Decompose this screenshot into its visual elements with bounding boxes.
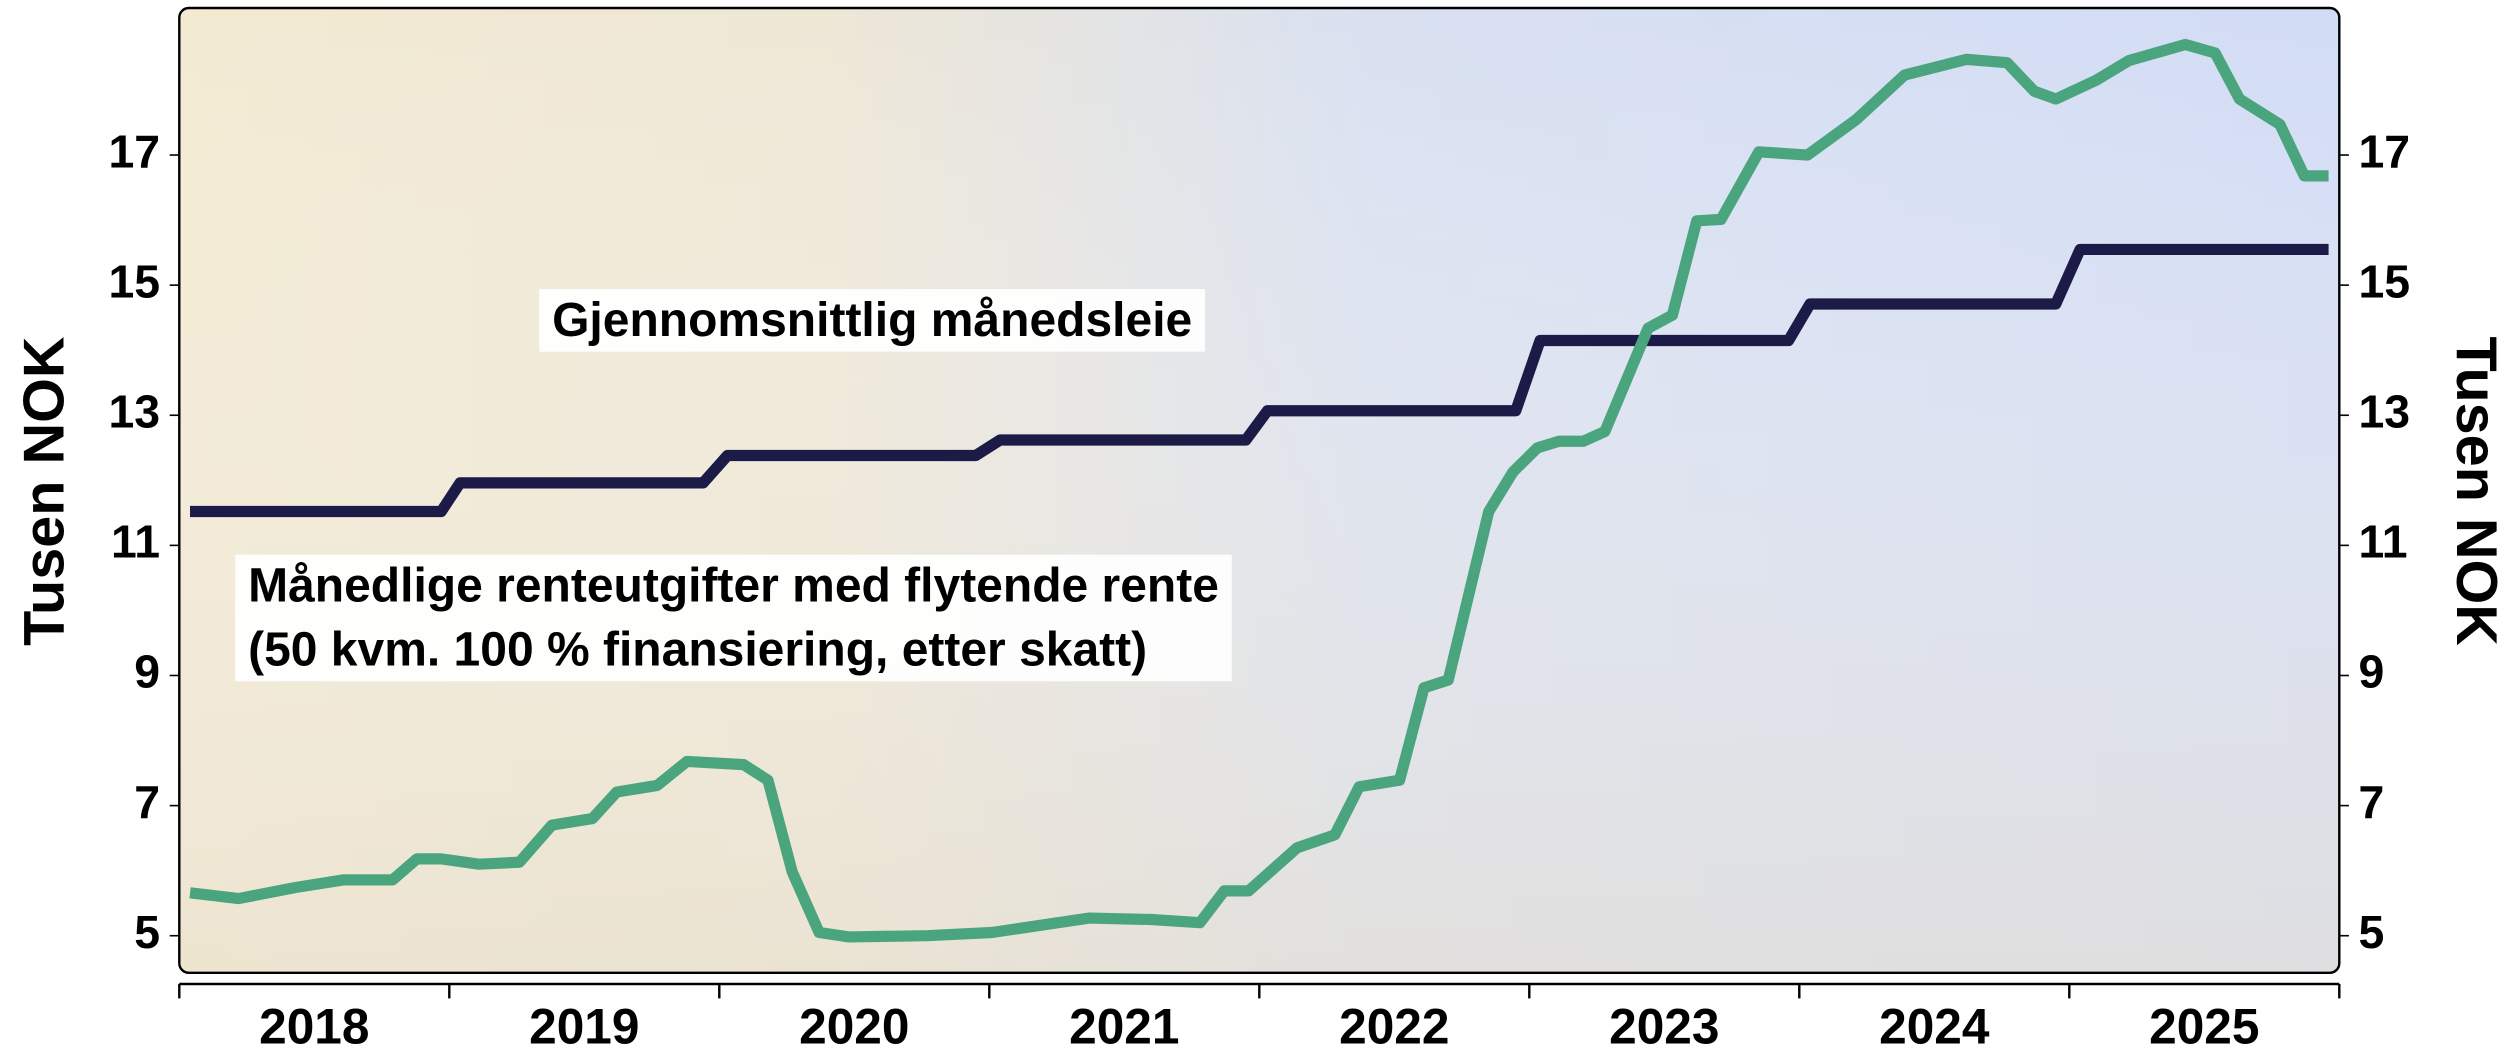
- y-tick-label: 5: [134, 906, 160, 958]
- y-tick-label: 17: [108, 125, 160, 177]
- y2-tick-label: 17: [2359, 125, 2411, 177]
- y2-tick-label: 7: [2359, 776, 2385, 828]
- y2-tick-label: 9: [2359, 646, 2385, 698]
- plot-background-shade: [179, 8, 2340, 973]
- x-tick-label: 2025: [2149, 999, 2259, 1055]
- y-tick-label: 9: [134, 646, 160, 698]
- y2-tick-label: 13: [2359, 386, 2411, 438]
- series-line: [189, 38, 2329, 943]
- x-tick-label: 2019: [529, 999, 639, 1055]
- x-tick-label: 2021: [1069, 999, 1179, 1055]
- annotation-text: Månedlige renteutgifter med flytende ren…: [248, 559, 1219, 612]
- y2-tick-label: 15: [2359, 255, 2411, 307]
- y2-tick-label: 11: [2359, 516, 2408, 568]
- y-tick-label: 15: [108, 255, 160, 307]
- y-tick-label: 7: [134, 776, 160, 828]
- y2-axis-label: Tusen NOK: [2444, 337, 2508, 647]
- annotation: Gjennomsnittlig månedsleie: [539, 289, 1206, 352]
- annotation-box: [235, 554, 1232, 682]
- y-tick-label: 11: [111, 516, 160, 568]
- x-tick-label: 2024: [1879, 999, 1990, 1055]
- annotation-box: [539, 289, 1206, 352]
- plot-border: [178, 6, 2341, 974]
- y-axis-label: Tusen NOK: [12, 336, 76, 646]
- y-tick-label: 13: [108, 386, 160, 438]
- y2-tick-label: 5: [2359, 906, 2385, 958]
- annotation-text: (50 kvm. 100 % finansiering, etter skatt…: [248, 623, 1147, 676]
- x-tick-label: 2018: [259, 999, 369, 1055]
- x-tick-label: 2023: [1609, 999, 1719, 1055]
- annotation-text: Gjennomsnittlig månedsleie: [552, 294, 1192, 347]
- series-line: [190, 243, 2329, 518]
- x-tick-label: 2020: [799, 999, 909, 1055]
- annotation: Månedlige renteutgifter med flytende ren…: [235, 554, 1232, 682]
- x-tick-label: 2022: [1339, 999, 1449, 1055]
